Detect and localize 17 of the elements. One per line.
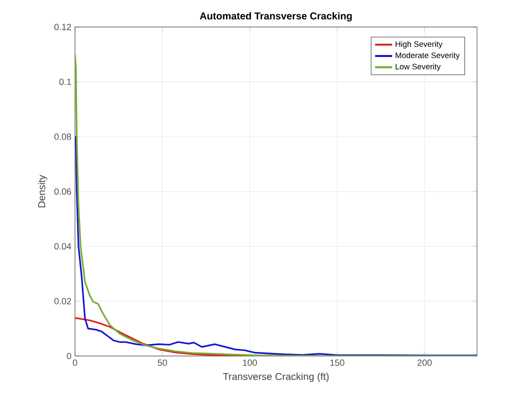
y-tick-label: 0.12	[54, 24, 72, 30]
y-tick-label: 0.02	[54, 298, 72, 304]
x-axis-title: Transverse Cracking (ft)	[222, 372, 329, 382]
y-tick-label: 0.08	[54, 133, 72, 140]
y-tick-label: 0	[66, 352, 72, 360]
x-tick-label: 50	[158, 360, 168, 366]
line-series	[75, 54, 478, 356]
line-series	[75, 136, 478, 356]
chart-title: Automated Transverse Cracking	[200, 12, 352, 22]
y-tick-label: 0.06	[54, 188, 72, 195]
y-tick-label: 0.04	[54, 243, 72, 250]
x-tick-label: 200	[418, 360, 432, 366]
x-tick-label: 0	[72, 360, 78, 366]
y-tick-label: 0.1	[59, 78, 72, 86]
x-tick-label: 150	[330, 360, 344, 366]
x-tick-label: 100	[242, 360, 257, 366]
y-axis-title: Density	[38, 174, 48, 208]
